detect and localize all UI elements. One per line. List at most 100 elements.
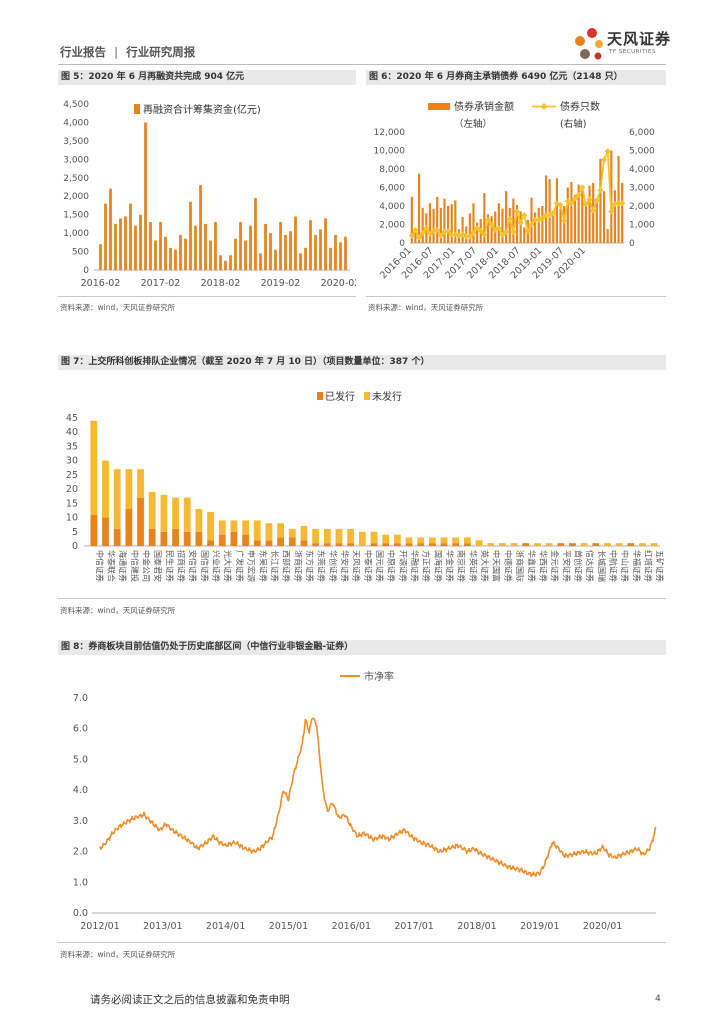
bar [219,255,222,270]
bar [621,182,624,243]
bar [472,203,475,243]
category-label: 华福证券 [632,550,642,582]
category-label: 东吴证券 [258,550,268,582]
figure-6-chart: 0 2,000 4,000 6,000 8,000 10,000 12,000 0 1,000 2… [374,100,656,281]
y-tick-label: 3,500 [63,137,89,147]
bar [570,181,573,243]
bar [537,207,540,243]
figure-7-rule [58,598,666,599]
bar [184,238,187,270]
category-label: 海通证券 [118,550,128,582]
bar [436,196,439,243]
y-tick-label: 3,000 [63,155,89,165]
category-label: 国海证券 [433,550,443,582]
y-right-tick-label: 0 [629,239,635,249]
bar-not-issued [230,520,238,532]
bar [214,222,217,270]
bar [254,198,257,270]
category-label: 方正证券 [422,550,432,582]
y-left-tick-label: 4,000 [379,202,405,212]
bar-issued [90,514,98,546]
bar [224,260,227,270]
bar-not-issued [464,537,471,544]
figure-7-title: 图 7：上交所科创板排队企业情况（截至 2020 年 7 月 10 日）（项目数… [58,355,666,370]
y-tick-label: 3.0 [73,816,88,827]
line-point [579,184,586,191]
category-label: 国元证券 [375,550,385,582]
figure-5-title: 图 5：2020 年 6 月再融资共完成 904 亿元 [58,70,356,85]
bar-not-issued [580,543,588,546]
bar [119,218,122,270]
y-tick-label: 45 [66,413,78,424]
bar [410,196,413,243]
x-tick-label: 2016-02 [81,278,121,289]
figure-6-rule [366,296,666,297]
bar [606,229,609,243]
y-tick-label: 2.0 [73,847,88,858]
bar [595,199,598,243]
category-label: 国信证券 [200,550,210,582]
bar-not-issued [534,543,541,546]
bar [264,223,267,270]
bar-not-issued [604,543,611,546]
bar [324,218,327,270]
line-point [495,225,502,232]
bar [299,253,302,270]
bar [154,240,157,270]
category-label: 中航证券 [608,550,618,582]
bar [164,236,167,270]
header-separator: | [114,45,119,59]
y-left-tick-label: 6,000 [379,184,405,194]
bar-not-issued [253,520,261,541]
bar-issued [312,543,320,546]
category-label: 首创证券 [573,550,583,582]
bar [454,200,457,243]
x-tick-label: 2014/01 [206,921,245,932]
bar-not-issued [358,531,366,546]
y-right-tick-label: 6,000 [629,128,655,138]
bar-not-issued [510,543,518,546]
bar [149,222,152,270]
category-label: 东方证券 [305,550,315,582]
x-tick-label: 2017/01 [394,921,433,932]
bar [269,233,272,270]
bar-issued [627,543,635,546]
bar-not-issued [440,537,448,544]
bar-not-issued [113,469,121,529]
legend-label-line: 债券只数 [560,100,600,113]
category-label: 华金证券 [445,550,455,582]
x-tick-label: 2020/01 [583,921,622,932]
line-point [619,200,626,207]
y-tick-label: 10 [66,513,78,524]
bar [244,240,247,270]
bar [476,222,479,243]
bar-not-issued [545,543,553,546]
bar [159,222,162,270]
line-point [608,208,615,215]
bar [129,203,132,270]
bar [581,190,584,243]
y-tick-label: 4.0 [73,785,88,796]
y-right-tick-label: 1,000 [629,221,655,231]
bar-issued [370,543,378,546]
bar-not-issued [417,537,425,544]
bar-issued [148,528,156,546]
category-label: 南京证券 [457,550,467,582]
bar-not-issued [487,543,495,546]
bar [174,249,177,270]
bar-issued [335,543,343,546]
bar [446,206,450,243]
bar [289,231,292,270]
category-label: 中德证券 [503,550,513,582]
y-left-tick-label: 2,000 [379,221,405,231]
bar [508,207,511,243]
bar [512,198,515,243]
bar-issued [393,543,401,546]
line-point [513,208,521,215]
bar-not-issued [335,528,343,544]
bar-not-issued [312,528,320,544]
line-point [604,148,611,155]
bar-issued [428,543,436,546]
bar [602,191,606,243]
bar [294,216,297,270]
